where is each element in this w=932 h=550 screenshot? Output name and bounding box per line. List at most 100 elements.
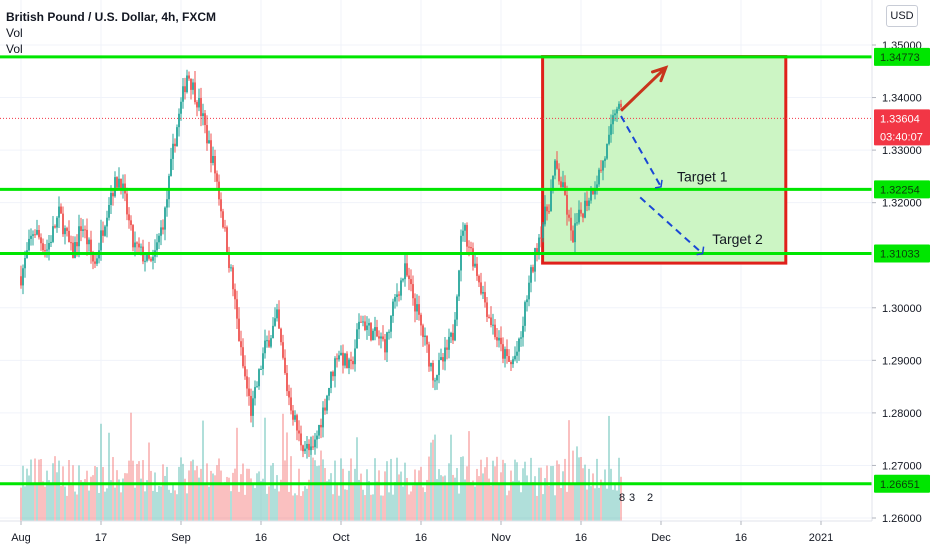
candle-body (594, 188, 596, 195)
volume-bar (358, 479, 360, 521)
candle-body (426, 335, 428, 345)
candle-body (418, 304, 420, 315)
candle-body (156, 242, 158, 251)
candle-body (172, 143, 174, 159)
candle-body (188, 75, 190, 79)
volume-bar (468, 431, 470, 521)
candle-body (264, 340, 266, 354)
volume-bar (570, 483, 572, 521)
volume-bar (86, 470, 88, 521)
candle-body (70, 242, 72, 244)
currency-button[interactable]: USD (886, 5, 918, 27)
volume-bar (620, 476, 622, 521)
volume-indicator-label-2[interactable]: Vol (6, 42, 23, 56)
volume-bar (70, 485, 72, 521)
volume-bar (138, 461, 140, 521)
candle-body (42, 243, 44, 251)
price-axis[interactable]: 1.350001.340001.330001.320001.300001.290… (872, 40, 922, 525)
candle-body (28, 238, 30, 251)
volume-bar (262, 478, 264, 521)
candle-body (244, 366, 246, 377)
candle-body (56, 217, 58, 228)
volume-bar (100, 423, 102, 521)
volume-bar (538, 467, 540, 521)
volume-bar (522, 468, 524, 521)
volume-bar (532, 482, 534, 521)
candle-body (200, 98, 202, 117)
candle-body (372, 330, 374, 341)
candle-body (140, 246, 142, 248)
candle-body (446, 347, 448, 350)
candle-body (136, 242, 138, 244)
volume-bar (132, 460, 134, 521)
highlight-box[interactable] (541, 55, 788, 265)
volume-bar (450, 434, 452, 521)
horizontal-levels[interactable] (0, 55, 872, 486)
drawings[interactable]: Target 1 Target 2 (619, 65, 763, 256)
candle-body (258, 369, 260, 387)
candle-body (614, 113, 616, 116)
volume-bar (66, 495, 68, 521)
candle-body (552, 175, 554, 190)
volume-bar (336, 484, 338, 521)
volume-bar (110, 480, 112, 521)
volume-bar (428, 456, 430, 521)
volume-bar (266, 493, 268, 521)
candle-body (482, 292, 484, 294)
candle-body (230, 267, 232, 269)
volume-bar (140, 478, 142, 521)
target-label-1: Target 1 (677, 169, 728, 185)
candle-body (32, 234, 34, 236)
candle-body (204, 113, 206, 126)
candle-body (368, 322, 370, 326)
volume-bar (178, 466, 180, 521)
candle-body (604, 158, 606, 161)
candle-body (92, 252, 94, 262)
target-label-2: Target 2 (712, 231, 763, 247)
volume-bar (306, 488, 308, 521)
candle-body (436, 375, 438, 381)
volume-bar (520, 492, 522, 521)
price-tick-label: 1.29000 (882, 355, 922, 367)
candle-body (616, 108, 618, 114)
volume-bar (440, 475, 442, 521)
volume-bar (22, 465, 24, 521)
volume-bar (72, 465, 74, 521)
candle-body (318, 424, 320, 436)
trend-arrow[interactable] (619, 66, 667, 112)
volume-bar (384, 471, 386, 521)
volume-bar (562, 471, 564, 521)
target-path-1[interactable] (620, 115, 662, 188)
volume-bar (398, 474, 400, 521)
volume-bar (222, 482, 224, 521)
candle-body (50, 241, 52, 243)
target-path-2[interactable] (639, 196, 704, 255)
volume-bar (218, 458, 220, 521)
candle-body (504, 349, 506, 359)
candle-body (84, 229, 86, 231)
candle-body (122, 183, 124, 190)
candlesticks (20, 69, 622, 459)
candle-body (364, 321, 366, 330)
volume-bar (586, 489, 588, 521)
time-axis[interactable]: Aug 17 Sep 16 Oct 16 Nov 16 Dec 16 2021 (11, 521, 833, 544)
candle-body (618, 103, 620, 109)
candle-body (370, 322, 372, 341)
volume-bar (318, 465, 320, 521)
candle-body (298, 430, 300, 434)
volume-bar (514, 459, 516, 521)
volume-indicator-label[interactable]: Vol (6, 26, 23, 40)
chart-title: British Pound / U.S. Dollar, 4h, FXCM (6, 10, 217, 24)
volume-bar (356, 437, 358, 521)
candle-body (132, 225, 134, 248)
candle-body (358, 321, 360, 330)
volume-bar (60, 486, 62, 521)
volume-bar (366, 469, 368, 521)
candle-body (410, 279, 412, 285)
volume-bar (482, 473, 484, 521)
volume-bar (50, 482, 52, 521)
candle-body (346, 353, 348, 369)
candle-body (416, 304, 418, 312)
candle-body (286, 373, 288, 392)
